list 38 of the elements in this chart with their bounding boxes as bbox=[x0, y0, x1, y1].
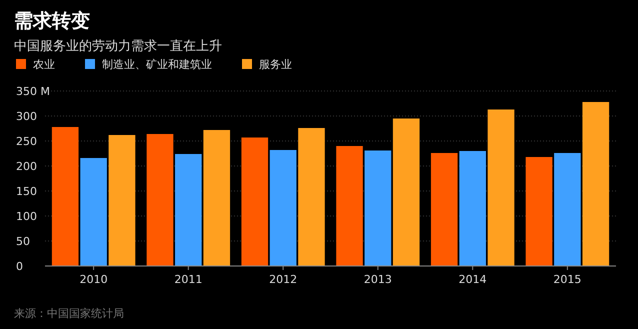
bar bbox=[203, 130, 230, 266]
bar bbox=[336, 146, 363, 266]
y-tick-label: 350 M bbox=[16, 84, 50, 98]
bar bbox=[364, 150, 392, 266]
x-tick-label: 2015 bbox=[553, 273, 582, 286]
bar bbox=[459, 151, 486, 266]
y-tick-label: 250 bbox=[16, 134, 37, 148]
legend-label: 农业 bbox=[33, 58, 55, 71]
x-tick-label: 2012 bbox=[269, 273, 298, 286]
bar bbox=[582, 102, 610, 266]
x-tick-label: 2014 bbox=[458, 273, 487, 286]
y-tick-label: 100 bbox=[16, 210, 37, 223]
bar bbox=[80, 158, 107, 266]
bar bbox=[392, 118, 420, 266]
x-tick-label: 2013 bbox=[364, 273, 392, 286]
bar bbox=[298, 128, 325, 266]
bar bbox=[241, 138, 268, 266]
bar bbox=[488, 110, 514, 266]
x-tick-label: 2010 bbox=[80, 273, 108, 286]
bar bbox=[430, 153, 458, 266]
y-tick-label: 300 bbox=[16, 110, 37, 123]
legend-label: 服务业 bbox=[259, 58, 292, 71]
y-tick-label: 0 bbox=[16, 260, 23, 273]
legend-label: 制造业、矿业和建筑业 bbox=[102, 58, 212, 71]
bar bbox=[554, 153, 581, 266]
y-tick-label: 50 bbox=[16, 234, 30, 248]
bar bbox=[526, 157, 552, 266]
bar bbox=[52, 127, 79, 266]
source-note: 来源：中国国家统计局 bbox=[14, 307, 124, 320]
bar bbox=[108, 135, 136, 266]
bar bbox=[175, 154, 202, 266]
bar bbox=[146, 134, 174, 266]
x-tick-label: 2011 bbox=[174, 273, 202, 286]
y-tick-label: 150 bbox=[16, 184, 37, 198]
chart-subtitle: 中国服务业的劳动力需求一直在上升 bbox=[14, 39, 222, 54]
chart-title: 需求转变 bbox=[14, 10, 90, 32]
bar bbox=[270, 150, 296, 266]
y-tick-label: 200 bbox=[16, 160, 37, 173]
